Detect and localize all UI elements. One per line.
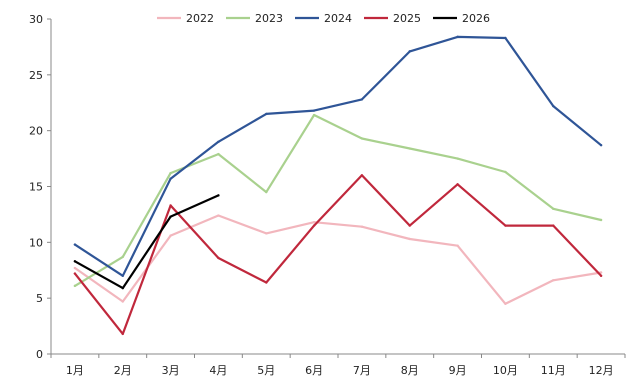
series-line-2025 [73,174,603,335]
data-point-2026 [217,194,220,197]
legend-label-2022: 2022 [186,12,214,25]
x-tick-label: 9月 [449,364,467,377]
data-point-2024 [217,140,220,144]
x-tick-label: 5月 [257,364,275,377]
x-tick-label: 7月 [353,364,371,377]
y-tick-label: 20 [29,125,43,138]
legend-label-2023: 2023 [255,12,283,25]
data-point-2026 [169,215,172,218]
data-point-2023 [121,255,124,259]
data-point-2024 [504,36,507,40]
y-tick-label: 30 [29,13,43,26]
data-point-2024 [312,109,316,112]
y-tick-label: 0 [36,348,43,361]
legend: 2022 2023 2024 2025 2026 [157,12,490,25]
data-point-2024 [169,177,172,180]
data-point-2025 [552,224,555,227]
data-point-2022 [504,302,507,305]
data-point-2023 [504,170,507,174]
series-line-2026 [73,194,220,290]
x-tick-label: 8月 [401,364,419,377]
data-point-2025 [121,332,124,336]
data-point-2024 [265,112,268,116]
x-tick-label: 12月 [589,364,614,377]
data-point-2024 [121,274,124,278]
data-point-2024 [73,243,77,246]
y-tick-label: 25 [29,69,43,82]
data-point-2023 [73,284,77,288]
data-point-2026 [121,286,124,290]
data-point-2023 [408,147,411,150]
legend-label-2026: 2026 [462,12,490,25]
data-point-2025 [504,224,507,227]
data-point-2022 [312,221,316,224]
data-point-2022 [552,279,555,282]
x-tick-label: 11月 [541,364,566,377]
data-point-2025 [265,281,268,284]
data-point-2024 [552,104,555,108]
data-point-2025 [456,183,459,186]
data-point-2022 [121,300,124,303]
data-point-2025 [217,256,220,260]
data-point-2023 [599,218,603,222]
y-tick-label: 5 [36,292,43,305]
data-point-2023 [552,207,555,211]
data-point-2022 [169,234,172,237]
x-tick-label: 4月 [209,364,227,377]
data-point-2022 [408,237,411,241]
series-line-2023 [73,113,603,287]
data-point-2023 [265,190,268,194]
data-point-2024 [599,143,603,147]
data-point-2022 [217,214,220,217]
y-tick-label: 10 [29,236,43,249]
x-tick-label: 6月 [305,364,323,377]
data-point-2023 [169,171,172,175]
x-tick-label: 10月 [493,364,518,377]
series-line-2022 [73,214,603,305]
data-point-2025 [408,224,411,227]
data-point-2025 [360,174,364,177]
x-tick-label: 1月 [66,364,84,377]
data-point-2024 [360,98,364,101]
data-point-2022 [599,271,603,274]
series-lines [73,35,603,336]
data-point-2024 [456,35,459,39]
data-point-2022 [456,244,459,247]
legend-label-2024: 2024 [324,12,352,25]
data-point-2025 [599,274,603,278]
y-tick-label: 15 [29,181,43,194]
legend-label-2025: 2025 [393,12,421,25]
data-point-2024 [408,50,411,53]
data-point-2023 [360,137,364,140]
x-tick-label: 3月 [162,364,180,377]
data-point-2026 [73,260,77,263]
data-point-2025 [312,224,316,227]
series-line-2024 [73,35,603,277]
data-point-2025 [169,204,172,207]
data-point-2022 [265,232,268,235]
data-point-2023 [312,113,316,117]
data-point-2022 [73,266,77,270]
data-point-2022 [360,225,364,228]
data-point-2025 [73,272,77,275]
x-tick-label: 2月 [114,364,132,377]
data-point-2023 [456,157,459,160]
data-point-2023 [217,152,220,156]
